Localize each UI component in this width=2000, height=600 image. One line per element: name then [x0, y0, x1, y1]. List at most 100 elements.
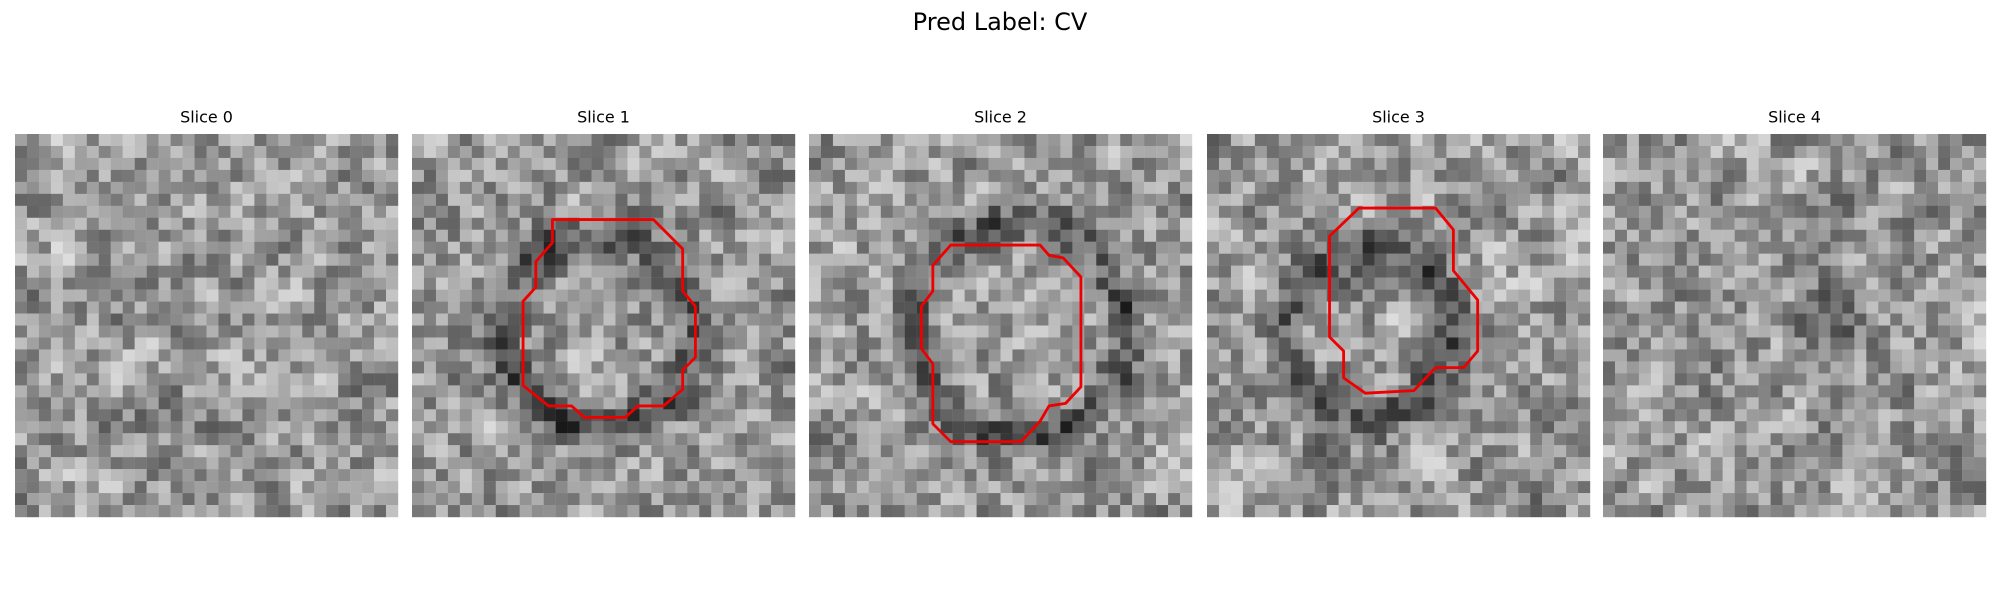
pixel [952, 457, 965, 470]
pixel [555, 134, 568, 147]
pixel [1060, 349, 1073, 362]
pixel [880, 157, 893, 171]
pixel [1350, 145, 1363, 159]
pixel [1156, 169, 1169, 183]
pixel [182, 289, 195, 302]
pixel [1698, 313, 1711, 326]
pixel [1614, 157, 1628, 171]
pixel [1072, 445, 1085, 458]
pixel [1180, 277, 1193, 290]
pixel [1386, 193, 1399, 207]
pixel [1132, 469, 1145, 482]
pixel [62, 505, 76, 518]
pixel [1096, 337, 1109, 350]
pixel [1890, 229, 1903, 242]
pixel [1698, 217, 1711, 230]
pixel [1362, 457, 1375, 470]
pixel [555, 409, 568, 422]
pixel [1036, 157, 1049, 171]
pixel [1458, 349, 1471, 362]
pixel [290, 349, 303, 362]
pixel [158, 229, 171, 242]
pixel [809, 469, 822, 482]
pixel [759, 421, 772, 434]
pixel [1266, 337, 1280, 350]
pixel [412, 505, 425, 518]
pixel [1207, 217, 1220, 230]
pixel [26, 361, 40, 374]
pixel [86, 289, 99, 302]
pixel [1770, 457, 1783, 470]
pixel [1638, 193, 1652, 207]
pixel [543, 469, 556, 482]
pixel [386, 301, 399, 314]
pixel [1072, 457, 1085, 470]
pixel [543, 289, 556, 302]
pixel [362, 481, 375, 494]
pixel [170, 217, 183, 230]
pixel [1710, 397, 1723, 410]
pixel [15, 241, 28, 254]
pixel [1770, 337, 1783, 350]
pixel [1230, 169, 1244, 183]
pixel [1482, 169, 1495, 183]
pixel [856, 493, 870, 506]
pixel [1120, 373, 1133, 386]
pixel [952, 385, 965, 398]
pixel [747, 181, 760, 195]
pixel [1230, 445, 1244, 458]
pixel [435, 361, 449, 374]
pixel [158, 505, 171, 518]
pixel [98, 361, 111, 374]
pixel [940, 205, 953, 218]
pixel [639, 505, 652, 518]
pixel [38, 397, 52, 410]
pixel [1156, 469, 1169, 482]
pixel [1024, 253, 1037, 266]
pixel [1084, 457, 1097, 470]
pixel [26, 409, 40, 422]
pixel [122, 469, 135, 482]
pixel [1207, 205, 1220, 218]
pixel [326, 433, 339, 446]
pixel [723, 445, 736, 458]
pixel [1494, 373, 1507, 386]
pixel [1168, 241, 1181, 254]
pixel [675, 409, 688, 422]
pixel [495, 493, 508, 506]
pixel [952, 289, 965, 302]
pixel [1494, 229, 1507, 242]
pixel [892, 289, 905, 302]
pixel [158, 169, 171, 183]
pixel [1108, 313, 1121, 326]
pixel [615, 145, 628, 159]
pixel [591, 469, 604, 482]
pixel [374, 193, 387, 207]
pixel [988, 385, 1001, 398]
pixel [868, 169, 882, 183]
pixel [555, 433, 568, 446]
pixel [1242, 253, 1256, 266]
pixel [1290, 301, 1303, 314]
pixel [856, 193, 870, 207]
pixel [1770, 169, 1783, 183]
pixel [759, 373, 772, 386]
pixel [182, 313, 195, 326]
pixel [868, 241, 882, 254]
pixel [567, 421, 580, 434]
pixel [1012, 265, 1025, 278]
pixel [519, 373, 532, 386]
pixel [338, 301, 351, 314]
pixel [122, 397, 135, 410]
pixel [1650, 385, 1664, 398]
pixel [1974, 253, 1987, 266]
pixel [1722, 361, 1735, 374]
pixel [856, 181, 870, 195]
pixel [579, 145, 592, 159]
pixel [98, 265, 111, 278]
pixel [362, 409, 375, 422]
pixel [374, 481, 387, 494]
pixel [735, 505, 748, 518]
pixel [1674, 145, 1687, 159]
pixel [194, 457, 207, 470]
